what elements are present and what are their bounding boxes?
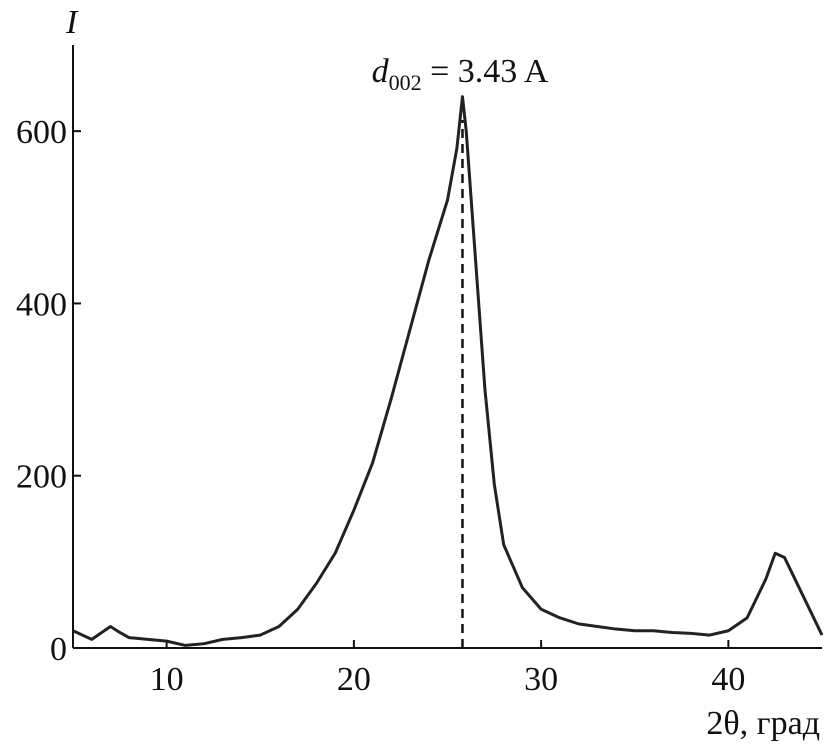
- y-tick-label: 400: [16, 286, 67, 323]
- y-tick-label: 600: [16, 114, 67, 151]
- x-tick-label: 10: [150, 661, 184, 698]
- x-tick-label: 40: [711, 661, 745, 698]
- annotation-symbol: d: [372, 53, 390, 90]
- annotation: d002 = 3.43 A: [372, 53, 549, 95]
- x-tick-label: 20: [337, 661, 371, 698]
- data-line: [72, 95, 824, 647]
- x-tick-label: 30: [524, 661, 558, 698]
- y-axis-label: I: [65, 4, 79, 41]
- annotation-text: = 3.43 A: [422, 53, 549, 90]
- x-axis-label: 2θ, град: [706, 705, 820, 742]
- y-tick-label: 0: [50, 631, 67, 668]
- annotation-subscript: 002: [389, 70, 422, 95]
- y-tick-label: 200: [16, 459, 67, 496]
